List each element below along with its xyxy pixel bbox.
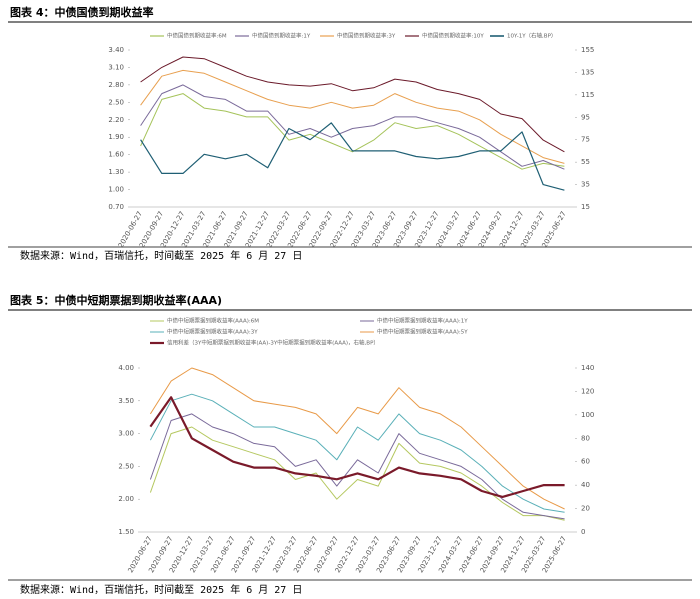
y-tick-label: 2.50 xyxy=(118,462,134,470)
y2-tick-label: 80 xyxy=(581,434,590,442)
y-tick-label: 0.70 xyxy=(108,203,124,211)
legend-label: 中债国债到期收益率:3Y xyxy=(337,32,396,40)
y-tick-label: 3.50 xyxy=(118,397,134,405)
y2-tick-label: 0 xyxy=(581,528,585,536)
legend-label: 中债国债到期收益率:1Y xyxy=(252,32,311,40)
y-tick-label: 1.50 xyxy=(118,528,134,536)
y-tick-label: 4.00 xyxy=(118,364,134,372)
source-note: 数据来源：Wind，百瑞信托，时间截至 2025 年 6 月 27 日 xyxy=(20,583,302,596)
y2-tick-label: 55 xyxy=(581,158,590,166)
series-line xyxy=(140,122,565,191)
y2-tick-label: 40 xyxy=(581,481,590,489)
y-tick-label: 1.00 xyxy=(108,186,124,194)
series-line xyxy=(140,69,565,164)
chart-title: 图表 4：中债国债到期收益率 xyxy=(10,5,153,19)
series-line xyxy=(140,56,565,153)
y2-tick-label: 155 xyxy=(581,46,594,54)
legend-label: 10Y-1Y（右轴,BP） xyxy=(507,32,556,40)
y2-tick-label: 95 xyxy=(581,113,590,121)
source-note: 数据来源：Wind，百瑞信托，时间截至 2025 年 6 月 27 日 xyxy=(20,249,302,262)
series-line xyxy=(149,393,565,513)
y2-tick-label: 135 xyxy=(581,68,594,76)
series-line xyxy=(149,426,565,521)
legend-label: 中债中短期票据到期收益率(AAA):3Y xyxy=(167,328,258,336)
y-tick-label: 1.30 xyxy=(108,168,124,176)
series-line xyxy=(140,84,565,170)
y2-tick-label: 60 xyxy=(581,458,590,466)
series-line xyxy=(149,367,565,510)
y-tick-label: 3.10 xyxy=(108,63,124,71)
y-tick-label: 2.00 xyxy=(118,495,134,503)
y-tick-label: 3.00 xyxy=(118,430,134,438)
y2-tick-label: 120 xyxy=(581,387,594,395)
chart-title: 图表 5：中债中短期票据到期收益率(AAA) xyxy=(10,293,222,307)
y-tick-label: 1.90 xyxy=(108,133,124,141)
legend-label: 中债国债到期收益率:10Y xyxy=(422,32,484,40)
legend-label: 中债中短期票据到期收益率(AAA):5Y xyxy=(377,328,468,336)
legend-label: 中债国债到期收益率:6M xyxy=(167,32,227,40)
y2-tick-label: 100 xyxy=(581,411,594,419)
y-tick-label: 2.50 xyxy=(108,98,124,106)
y2-tick-label: 140 xyxy=(581,364,594,372)
legend-label: 中债中短期票据到期收益率(AAA):6M xyxy=(167,317,259,325)
y-tick-label: 3.40 xyxy=(108,46,124,54)
y-tick-label: 1.60 xyxy=(108,151,124,159)
series-line xyxy=(149,396,565,498)
y-tick-label: 2.20 xyxy=(108,116,124,124)
y2-tick-label: 15 xyxy=(581,203,590,211)
legend-label: 信用利差（3Y中短期票据到期收益率(AA)-3Y中短期票据到期收益率(AAA)，… xyxy=(167,339,379,347)
y2-tick-label: 75 xyxy=(581,136,590,144)
series-line xyxy=(140,93,565,170)
y2-tick-label: 35 xyxy=(581,181,590,189)
legend-label: 中债中短期票据到期收益率(AAA):1Y xyxy=(377,317,468,325)
series-line xyxy=(149,413,565,520)
y-tick-label: 2.80 xyxy=(108,81,124,89)
y2-tick-label: 20 xyxy=(581,505,590,513)
y2-tick-label: 115 xyxy=(581,91,594,99)
